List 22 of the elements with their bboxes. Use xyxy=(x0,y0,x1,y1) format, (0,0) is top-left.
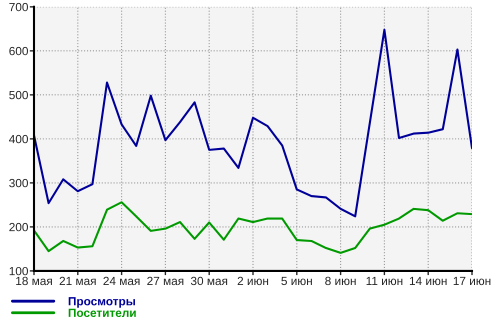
x-tick-label: 24 мая xyxy=(103,276,140,286)
x-tick-label: 2 июн xyxy=(238,276,268,286)
y-tick-label: 400 xyxy=(9,134,28,144)
legend-label: Просмотры xyxy=(68,297,135,308)
line-series xyxy=(34,201,472,254)
x-tick-label: 18 мая xyxy=(16,276,52,286)
x-tick-label: 17 июн xyxy=(454,276,490,286)
x-tick-label: 8 июн xyxy=(325,276,356,286)
x-tick-label: 14 июн xyxy=(410,276,447,286)
x-tick-label: 21 мая xyxy=(60,276,96,286)
legend-label: Посетители xyxy=(68,308,136,318)
y-tick-label: 600 xyxy=(9,46,28,56)
x-tick-label: 11 июн xyxy=(366,276,402,286)
x-tick-label: 27 мая xyxy=(147,276,184,286)
y-tick-label: 200 xyxy=(9,222,28,232)
y-tick-label: 700 xyxy=(9,2,28,12)
y-tick-label: 500 xyxy=(9,90,28,100)
y-tick-label: 300 xyxy=(9,178,28,188)
x-tick-label: 5 июн xyxy=(281,276,312,286)
y-tick-label: 100 xyxy=(10,266,28,276)
line-series xyxy=(34,28,472,218)
x-tick-label: 30 мая xyxy=(190,276,228,286)
